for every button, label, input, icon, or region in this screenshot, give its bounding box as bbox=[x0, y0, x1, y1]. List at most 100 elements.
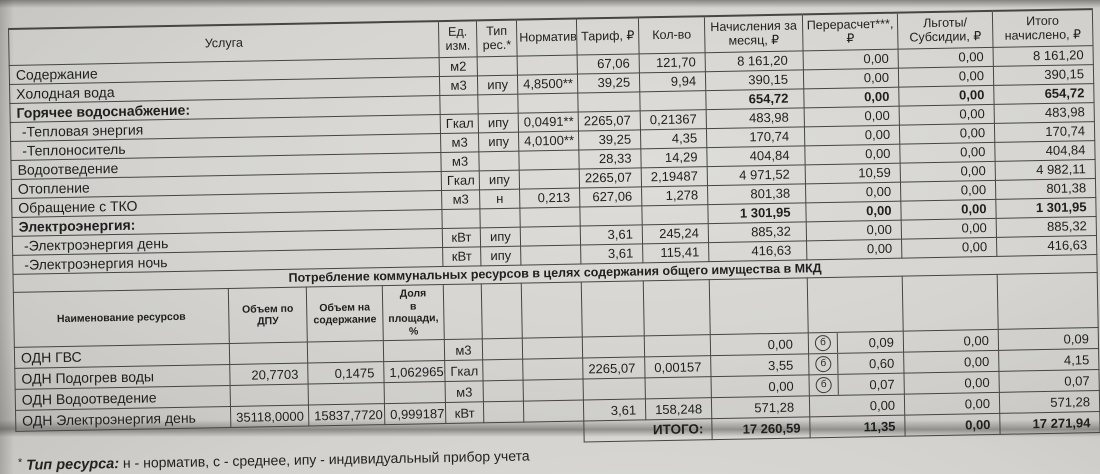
cell-qty: 4,35 bbox=[640, 128, 707, 149]
cell-qty: 158,248 bbox=[645, 398, 712, 421]
cell-benefits: 0,00 bbox=[904, 392, 1000, 416]
cell-unit: м3 bbox=[440, 151, 480, 172]
cell-benefits: 0,00 bbox=[899, 142, 996, 164]
odn-header-empty-cell bbox=[581, 280, 645, 338]
column-header: Кол-во bbox=[638, 16, 706, 54]
cell-qty: 2,19487 bbox=[641, 166, 708, 187]
total-recalc: 11,35 bbox=[809, 415, 906, 439]
cell-unit bbox=[439, 94, 479, 115]
cell-qty bbox=[644, 335, 711, 358]
odn-header-empty-cell bbox=[902, 274, 999, 332]
cell-total: 0,09 bbox=[998, 327, 1099, 351]
footnote-label: Тип ресурса: bbox=[26, 456, 120, 474]
cell-res_type: ипу bbox=[480, 246, 521, 266]
cell-unit: м3 bbox=[441, 189, 480, 210]
cell-vol_maint bbox=[308, 383, 385, 406]
cell-accrued: 885,32 bbox=[708, 221, 807, 243]
note-circle-icon: б bbox=[814, 335, 832, 352]
cell-total: 404,84 bbox=[994, 140, 1096, 162]
cell-tariff bbox=[577, 91, 641, 113]
odn-header-empty-cell bbox=[709, 277, 809, 336]
cell-total: 885,32 bbox=[996, 216, 1097, 238]
cell-res_type: ипу bbox=[478, 113, 519, 133]
cell-qty: 121,70 bbox=[639, 52, 706, 73]
cell-res_type bbox=[483, 380, 524, 403]
cell-normative: 4,8500** bbox=[517, 74, 578, 95]
cell-normative bbox=[518, 150, 580, 171]
cell-normative bbox=[517, 55, 578, 76]
cell-normative bbox=[517, 93, 579, 114]
odn-header-empty-cell bbox=[481, 283, 523, 340]
cell-recalc: б 0,09 bbox=[808, 331, 904, 355]
note-mark: б bbox=[809, 354, 839, 375]
cell-benefits: 0,00 bbox=[900, 199, 997, 221]
cell-vol_dpu: 35118,0000 bbox=[230, 405, 309, 428]
cell-res_type: н bbox=[479, 189, 520, 209]
cell-qty: 115,41 bbox=[642, 242, 709, 263]
cell-total: 4 982,11 bbox=[995, 159, 1096, 181]
cell-recalc-value: 0,60 bbox=[868, 355, 895, 371]
cell-unit: м3 bbox=[440, 132, 479, 153]
cell-res_type: ипу bbox=[477, 75, 518, 95]
cell-accrued: 8 161,20 bbox=[705, 50, 804, 72]
cell-benefits: 0,00 bbox=[901, 237, 997, 259]
cell-normative bbox=[522, 358, 584, 381]
total-benefits: 0,00 bbox=[904, 413, 1001, 437]
cell-unit: Гкал bbox=[441, 170, 480, 191]
cell-accrued: 1 301,95 bbox=[707, 202, 807, 224]
column-header: Итого начислено, ₽ bbox=[992, 9, 1094, 48]
cell-total: 654,72 bbox=[993, 83, 1095, 105]
cell-recalc: 0,00 bbox=[803, 87, 900, 108]
cell-unit: кВт bbox=[442, 227, 481, 248]
cell-total: 170,74 bbox=[994, 121, 1095, 143]
odn-header-empty-cell bbox=[643, 279, 711, 337]
cell-res_type bbox=[478, 151, 520, 171]
cell-benefits: 0,00 bbox=[899, 123, 995, 145]
column-header: Начисления за месяц, ₽ bbox=[704, 14, 804, 53]
cell-accrued: 404,84 bbox=[706, 145, 806, 167]
cell-res_type bbox=[479, 208, 521, 228]
cell-benefits: 0,00 bbox=[903, 350, 999, 374]
cell-qty bbox=[639, 90, 707, 111]
column-header: Льготы/ Субсидии, ₽ bbox=[897, 10, 994, 50]
cell-unit: м3 bbox=[444, 339, 483, 361]
cell-vol_dpu bbox=[229, 342, 308, 365]
cell-tariff: 627,06 bbox=[579, 186, 642, 208]
cell-total: 4,15 bbox=[998, 348, 1099, 372]
cell-normative: 0,0491** bbox=[518, 112, 579, 133]
cell-benefits: 0,00 bbox=[901, 218, 997, 240]
cell-recalc: 0,00 bbox=[806, 220, 902, 241]
odn-header-empty-cell bbox=[997, 272, 1099, 330]
odn-column-header: Объем по ДПУ bbox=[228, 287, 308, 344]
cell-accrued: 654,72 bbox=[705, 88, 805, 110]
cell-share bbox=[384, 381, 446, 405]
cell-vol_maint: 0,1475 bbox=[307, 362, 385, 385]
footnote-asterisk: * bbox=[17, 457, 23, 470]
cell-recalc-value: 0,09 bbox=[868, 334, 895, 350]
cell-benefits: 0,00 bbox=[899, 104, 995, 126]
cell-recalc: 0,00 bbox=[804, 106, 900, 127]
column-header: Тариф, ₽ bbox=[576, 17, 640, 56]
cell-res_type: ипу bbox=[479, 170, 520, 190]
cell-recalc: 0,00 bbox=[806, 239, 902, 260]
cell-normative bbox=[519, 169, 580, 190]
note-mark: б bbox=[808, 333, 839, 354]
cell-tariff: 67,06 bbox=[577, 53, 640, 75]
cell-qty bbox=[641, 204, 709, 225]
cell-total: 390,15 bbox=[993, 64, 1094, 86]
total-label: ИТОГО: bbox=[583, 419, 713, 443]
cell-recalc: 0,00 bbox=[805, 182, 901, 203]
cell-normative bbox=[523, 400, 584, 423]
cell-normative: 4,0100** bbox=[518, 131, 579, 152]
cell-accrued: 0,00 bbox=[711, 375, 810, 399]
cell-qty: 0,00157 bbox=[644, 356, 712, 379]
cell-normative bbox=[523, 379, 584, 402]
cell-res_type bbox=[482, 338, 523, 361]
cell-unit: кВт bbox=[442, 246, 481, 267]
cell-benefits: 0,00 bbox=[898, 66, 994, 88]
column-header: Перерасчет***, ₽ bbox=[802, 12, 899, 51]
cell-normative: 0,213 bbox=[519, 188, 580, 209]
odn-header-empty-cell bbox=[807, 276, 904, 334]
cell-total: 8 161,20 bbox=[993, 45, 1094, 67]
cell-benefits: 0,00 bbox=[900, 180, 996, 202]
